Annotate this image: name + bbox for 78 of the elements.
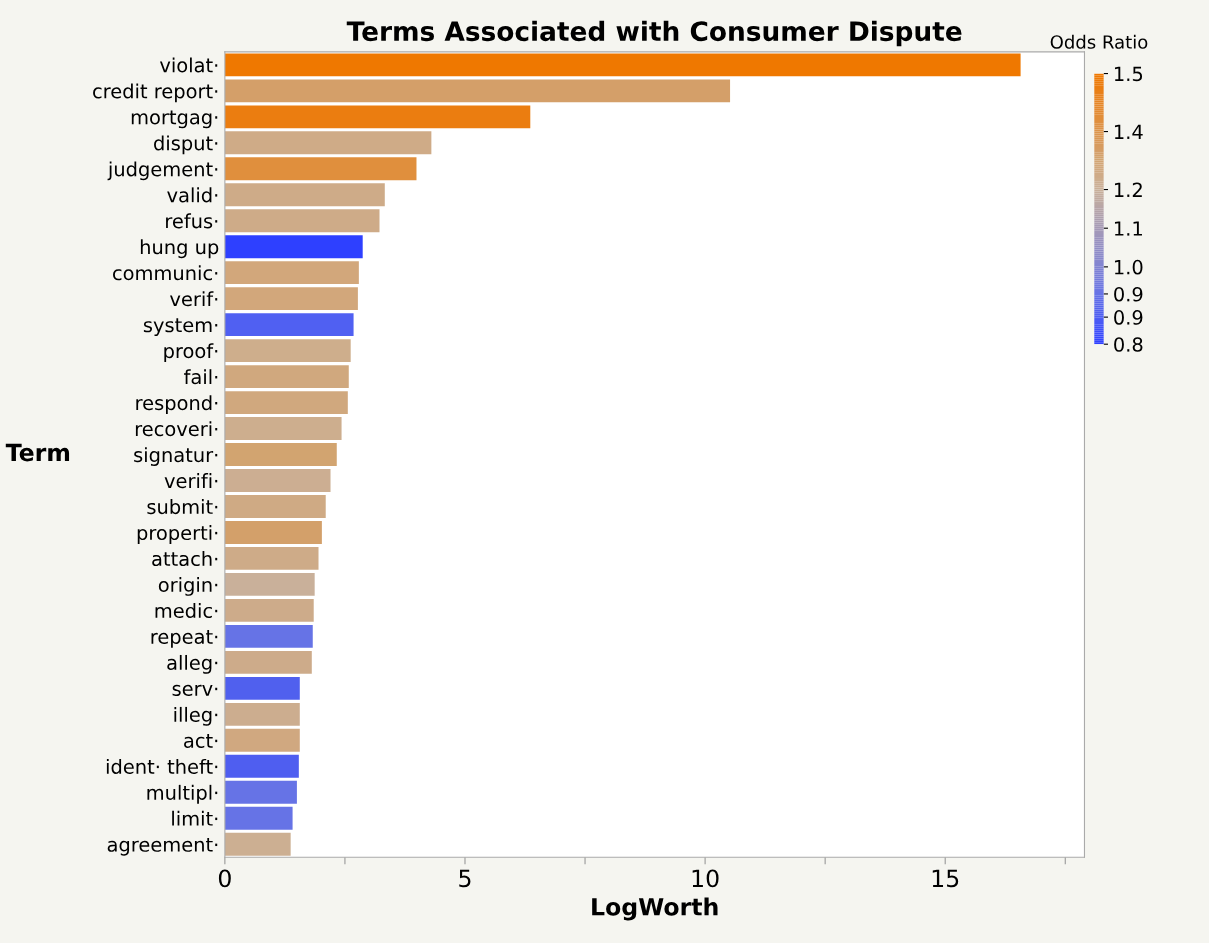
bar [224, 183, 385, 207]
bar [224, 79, 731, 103]
color-bar-label: 0.8 [1114, 337, 1143, 352]
y-tick-label: limit· [172, 810, 218, 826]
bar [224, 547, 319, 570]
y-tick-label: agreement· [107, 837, 218, 856]
y-tick-label: fail· [184, 369, 218, 385]
y-tick-label: origin· [158, 577, 218, 596]
color-bar-label: 0.9 [1114, 286, 1143, 302]
bar [224, 287, 358, 311]
x-tick-label: 15 [932, 869, 959, 888]
y-tick-label: attach· [152, 551, 218, 567]
color-bar-title: Odds Ratio [1050, 34, 1148, 49]
bar [224, 261, 359, 285]
y-tick-label: recoveri· [135, 421, 218, 437]
bar [224, 754, 299, 778]
bar [224, 521, 322, 544]
y-tick-label: communic· [113, 265, 218, 281]
y-tick-label: signatur· [134, 447, 218, 466]
color-bar-label: 1.0 [1114, 259, 1143, 275]
bar [224, 53, 1021, 77]
y-tick-label: mortgag· [131, 110, 218, 129]
bar [224, 495, 326, 518]
x-axis-title: LogWorth [592, 897, 718, 921]
bar [224, 624, 313, 648]
y-tick-label: credit report· [93, 83, 218, 103]
y-tick-label: medic· [155, 603, 218, 619]
y-tick-label: alleg· [167, 654, 218, 674]
y-tick-label: violat· [159, 57, 218, 73]
bar [224, 365, 349, 389]
bar [224, 443, 337, 466]
y-tick-label: valid· [167, 187, 218, 203]
y-tick-label: system· [143, 318, 218, 337]
bar [224, 572, 315, 596]
y-tick-label: illeg· [174, 706, 218, 726]
y-tick-label: proof· [164, 343, 218, 363]
y-tick-label: ident· theft· [106, 758, 218, 774]
color-bar-label: 1.1 [1114, 221, 1142, 236]
y-tick-label: repeat· [151, 630, 218, 648]
y-tick-label: multipl· [147, 784, 218, 804]
bar [224, 131, 432, 155]
x-tick-label: 10 [692, 869, 719, 888]
x-tick-label: 0 [218, 869, 231, 888]
y-tick-label: verif· [170, 291, 218, 307]
bar [224, 157, 417, 181]
y-tick-label: act· [184, 734, 218, 748]
y-tick-label: serv· [172, 684, 218, 696]
bar [224, 391, 348, 414]
y-tick-label: properti· [137, 525, 218, 544]
y-axis-title: Term [5, 443, 70, 462]
bar [224, 339, 351, 363]
bar [224, 676, 300, 700]
color-bar-label: 1.2 [1114, 182, 1142, 197]
y-tick-label: disput· [154, 135, 218, 155]
color-bar-label: 1.5 [1114, 66, 1143, 82]
bar [224, 417, 342, 440]
bar [224, 832, 291, 856]
bar [224, 702, 300, 726]
bar [224, 780, 297, 804]
bar [224, 105, 531, 129]
bar [224, 650, 312, 674]
y-tick-label: verifi· [164, 473, 218, 489]
color-bar-label: 0.9 [1114, 310, 1143, 325]
bar [224, 209, 380, 233]
color-bar-label: 1.4 [1114, 124, 1143, 139]
bar [224, 313, 354, 337]
x-tick-label: 5 [459, 869, 471, 888]
bar [224, 235, 363, 259]
y-tick-label: judgement· [107, 161, 218, 181]
y-tick-label: submit· [147, 499, 218, 515]
bar [224, 806, 293, 830]
bar [224, 469, 331, 492]
y-tick-label: hung up [140, 239, 219, 259]
bar [224, 598, 314, 622]
chart-title: Terms Associated with Consumer Dispute [346, 20, 962, 47]
bar [224, 728, 300, 752]
y-tick-label: refus· [166, 213, 218, 229]
y-tick-label: respond· [136, 395, 218, 414]
